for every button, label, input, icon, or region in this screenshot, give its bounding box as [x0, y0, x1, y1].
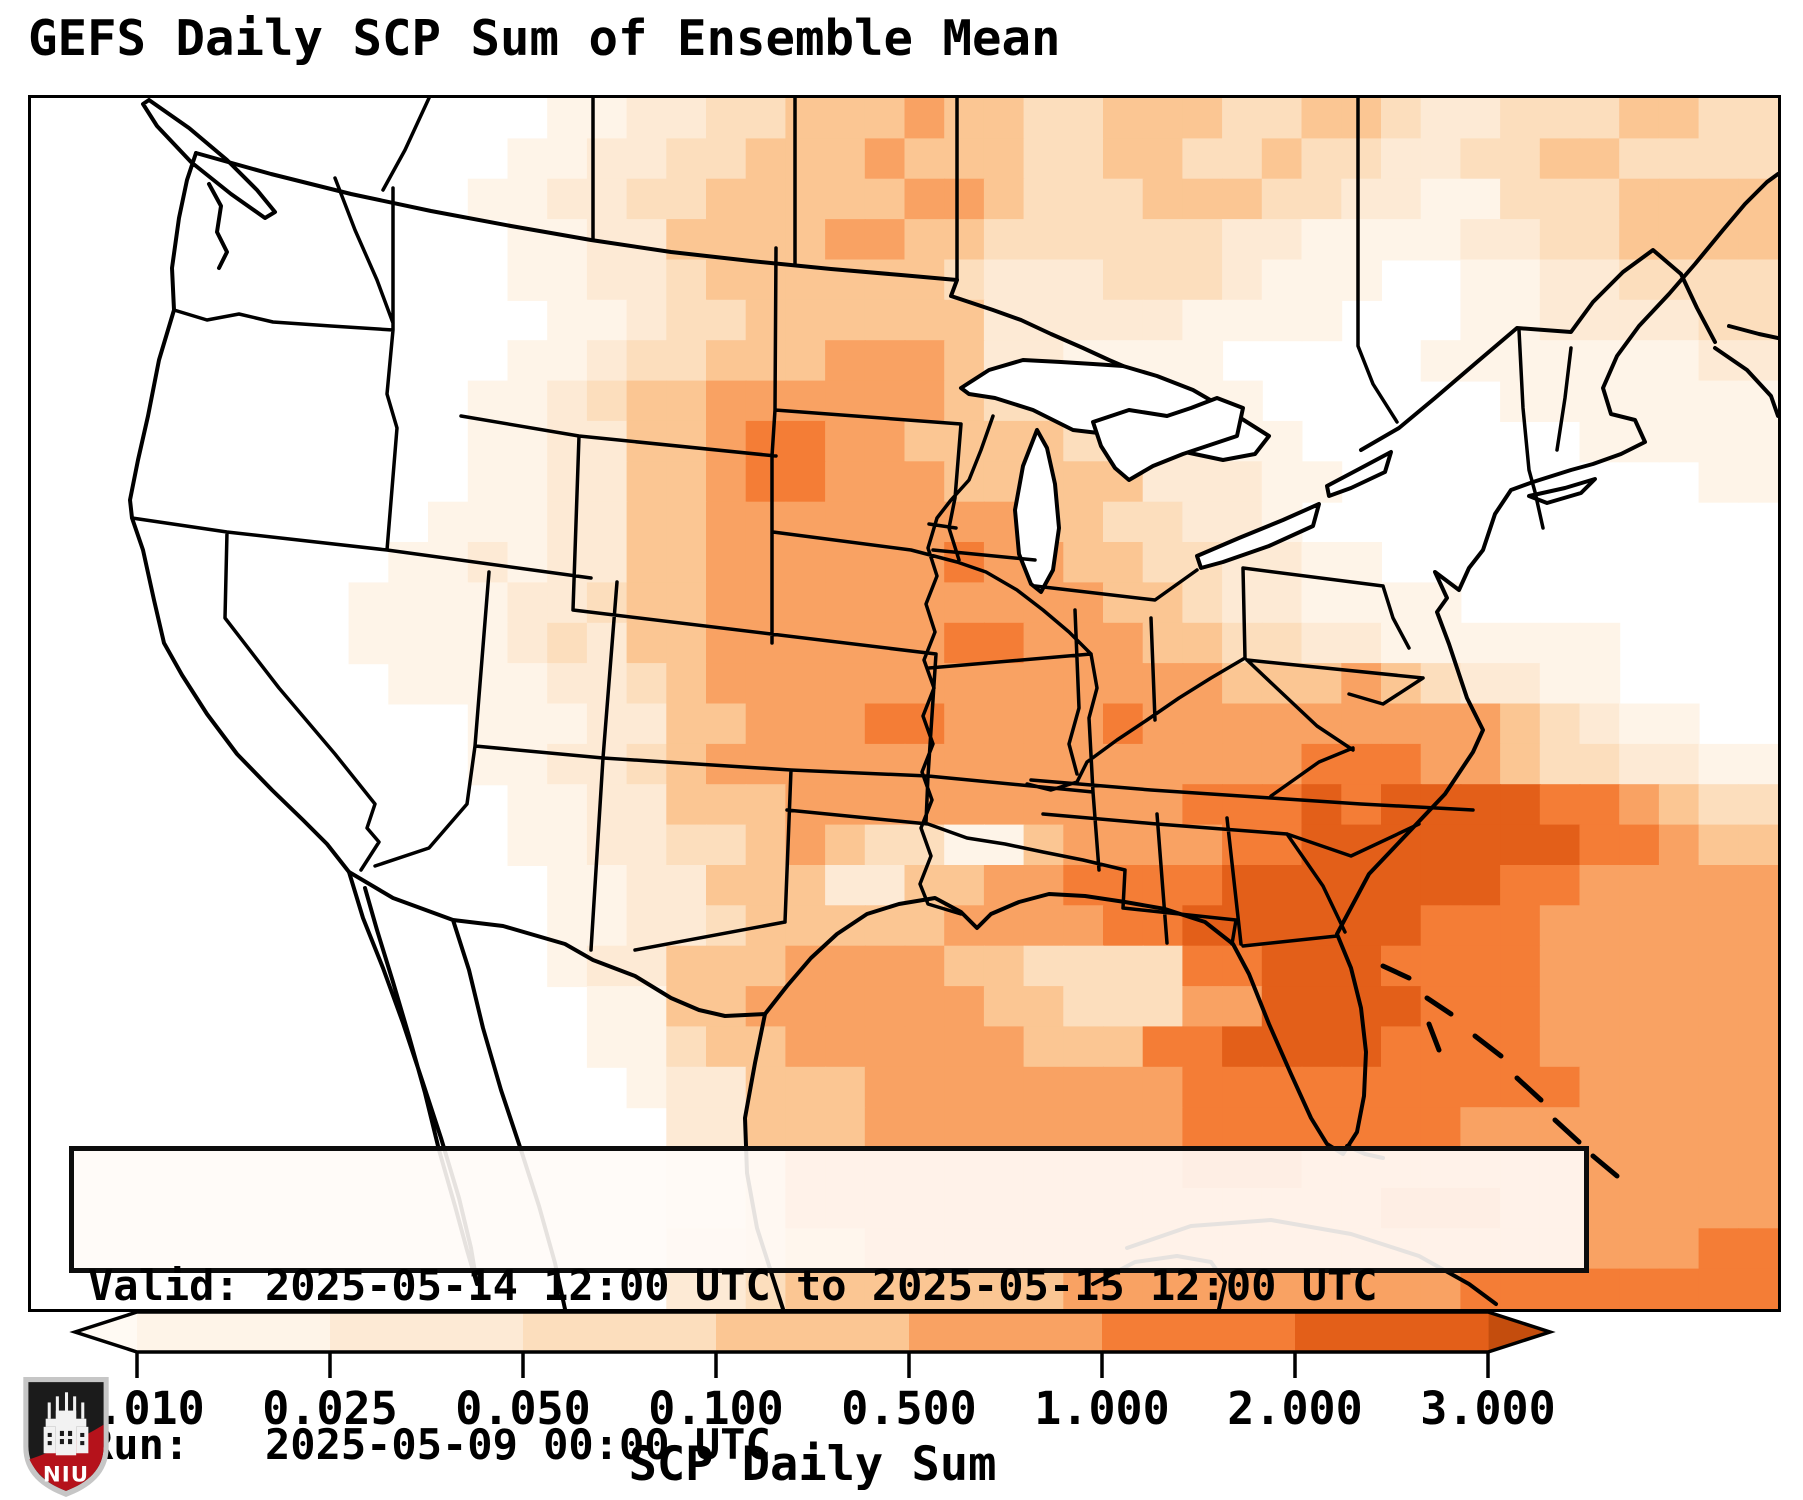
canada-province-borders [381, 98, 1399, 424]
bahamas-islands [1380, 963, 1620, 1179]
lake-erie [1195, 502, 1321, 570]
logo-castle-icon [43, 1392, 89, 1456]
svg-text:0.100: 0.100 [648, 1382, 783, 1435]
lake-ontario [1325, 450, 1393, 498]
run-line: Run: 2025-05-09 00:00 UTC [88, 1420, 771, 1469]
conus-map [128, 98, 1778, 1309]
logo-niu-text: NIU [43, 1463, 89, 1488]
svg-text:1.000: 1.000 [1034, 1382, 1169, 1435]
svg-text:SCP Daily Sum: SCP Daily Sum [629, 1437, 997, 1492]
valid-run-info-box: Valid: 2025-05-14 12:00 UTC to 2025-05-1… [69, 1146, 1589, 1469]
colorbar: 0.010 0.025 0.050 0.100 0.500 1.000 2.000 3.000… [69, 1310, 1556, 1492]
niu-logo: NIU [23, 1377, 109, 1497]
lake-huron [1091, 396, 1245, 482]
state-borders [130, 176, 1573, 952]
svg-text:3.000: 3.000 [1420, 1382, 1555, 1435]
canada-border [194, 151, 1717, 452]
svg-text:0.500: 0.500 [841, 1382, 976, 1435]
page-title: GEFS Daily SCP Sum of Ensemble Mean [28, 10, 1061, 67]
lake-michigan [1013, 428, 1061, 594]
svg-text:0.050: 0.050 [455, 1382, 590, 1435]
svg-text:2.000: 2.000 [1227, 1382, 1362, 1435]
map-frame: Valid: 2025-05-14 12:00 UTC to 2025-05-1… [28, 95, 1781, 1469]
svg-text:0.025: 0.025 [262, 1382, 397, 1435]
colorbar-area: 0.010 0.025 0.050 0.100 0.500 1.000 2.000 3.000… [0, 1300, 1803, 1500]
valid-line: Valid: 2025-05-14 12:00 UTC to 2025-05-1… [88, 1261, 1378, 1310]
scp-heatmap-cells [348, 98, 1778, 1309]
